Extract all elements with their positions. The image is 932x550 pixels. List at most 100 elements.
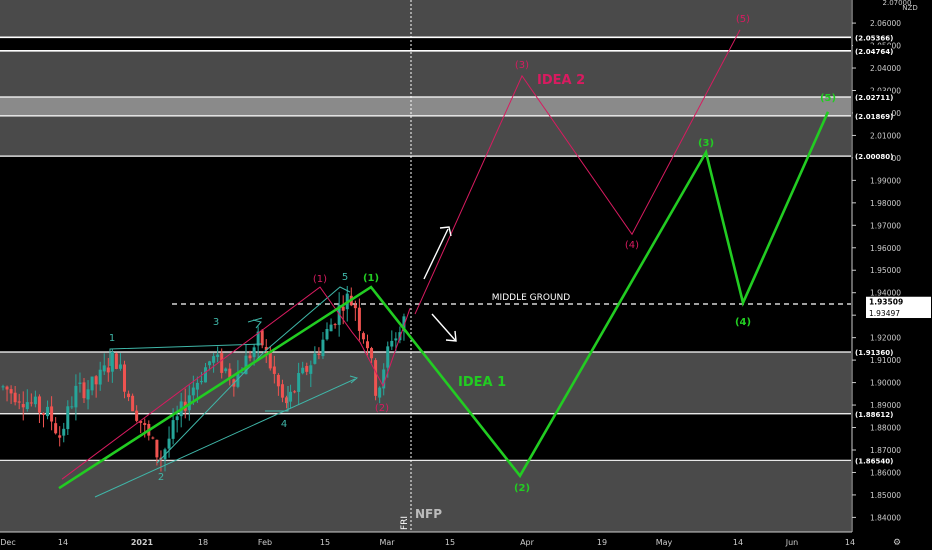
zone-lower-band bbox=[0, 352, 851, 414]
candle-body bbox=[50, 406, 54, 422]
candle-body bbox=[58, 435, 62, 438]
candle-body bbox=[54, 423, 58, 434]
level-label-box bbox=[853, 407, 891, 419]
candle-body bbox=[1, 386, 5, 388]
level-label: (1.88612) bbox=[855, 411, 893, 419]
x-tick-label: Dec bbox=[0, 538, 15, 547]
candle-body bbox=[252, 347, 256, 358]
candle-body bbox=[276, 374, 280, 387]
candle-body bbox=[220, 353, 224, 373]
minor-wave-path bbox=[156, 286, 351, 464]
candle-body bbox=[25, 402, 29, 410]
candle-body bbox=[191, 387, 195, 396]
candle-body bbox=[131, 395, 135, 412]
candle-body bbox=[13, 392, 17, 403]
current-price-value: 1.93509 bbox=[869, 298, 903, 307]
y-tick-label: 1.88000 bbox=[870, 424, 901, 433]
candle-body bbox=[224, 368, 228, 372]
candle-body bbox=[74, 385, 78, 408]
candle-body bbox=[175, 416, 179, 421]
candle-body bbox=[390, 340, 394, 347]
candle-body bbox=[337, 305, 341, 325]
event-day-label: FRI bbox=[400, 516, 410, 530]
x-tick-label: 14 bbox=[58, 538, 68, 547]
candlesticks bbox=[1, 285, 406, 472]
minor-channel-bottom bbox=[94, 378, 356, 498]
level-label: (2.05366) bbox=[855, 34, 893, 42]
candle-body bbox=[208, 361, 212, 366]
idea1-label: IDEA 1 bbox=[458, 375, 506, 390]
candle-body bbox=[357, 307, 361, 331]
minor-channel-top bbox=[109, 343, 263, 366]
idea2-wave-label: (3) bbox=[515, 60, 529, 71]
x-tick-label: 15 bbox=[320, 538, 330, 547]
minor-arrow-head-3 bbox=[252, 319, 262, 329]
candle-body bbox=[70, 406, 74, 408]
candle-body bbox=[301, 367, 305, 374]
annotations: MIDDLE GROUND 1 2 3 4 5 (1) (2) (3) (4) (5) IDEA 2 (… bbox=[58, 14, 836, 530]
candle-body bbox=[94, 376, 98, 385]
idea2-line bbox=[414, 29, 741, 315]
candle-body bbox=[90, 376, 94, 391]
candle-body bbox=[240, 372, 244, 374]
candle-body bbox=[102, 365, 106, 372]
candle-body bbox=[155, 439, 159, 458]
zone-light-band bbox=[0, 96, 851, 116]
y-tick-label: 1.86000 bbox=[870, 468, 901, 477]
level-label-box bbox=[853, 150, 891, 162]
price-zones bbox=[0, 0, 851, 532]
y-tick-label: 1.90000 bbox=[870, 379, 901, 388]
candle-body bbox=[123, 364, 126, 392]
candle-body bbox=[256, 331, 260, 346]
candle-body bbox=[285, 397, 288, 404]
candle-body bbox=[402, 316, 406, 331]
candle-body bbox=[199, 381, 203, 383]
time-axis[interactable]: Dec 14 2021 18 Feb 15 Mar 15 Apr 19 May 14 Jun 14 ⚙ bbox=[0, 531, 932, 550]
arrow-up-head-icon bbox=[439, 226, 452, 237]
minor-wave-label: 4 bbox=[281, 419, 287, 430]
minor-wave-label: 3 bbox=[213, 317, 219, 328]
candle-body bbox=[260, 330, 264, 346]
x-tick-label: 14 bbox=[733, 538, 743, 547]
y-tick-label: 2.06000 bbox=[870, 19, 901, 28]
candle-body bbox=[118, 364, 122, 369]
candle-body bbox=[244, 355, 248, 375]
candle-body bbox=[329, 324, 333, 332]
level-label: (1.86540) bbox=[855, 457, 893, 465]
level-label: (2.04764) bbox=[855, 48, 893, 56]
candle-body bbox=[82, 382, 86, 399]
candle-body bbox=[325, 328, 329, 340]
level-label-box bbox=[853, 109, 891, 121]
level-label: (2.00080) bbox=[855, 153, 893, 161]
candle-body bbox=[167, 438, 171, 449]
minor-arrow-head bbox=[349, 375, 359, 384]
candle-body bbox=[374, 360, 378, 396]
middle-ground-label: MIDDLE GROUND bbox=[492, 293, 570, 303]
event-name-label: NFP bbox=[415, 507, 442, 521]
idea1-line bbox=[58, 111, 830, 490]
prior-wave-label-1: (1) bbox=[313, 274, 327, 285]
top-price-label: 2.07000 bbox=[883, 0, 912, 7]
candle-body bbox=[317, 353, 321, 355]
zone-top bbox=[0, 0, 851, 38]
x-tick-label: 2021 bbox=[131, 538, 154, 547]
candle-body bbox=[272, 366, 276, 374]
idea2-wave-label: (5) bbox=[736, 14, 750, 25]
arrow-down-icon bbox=[431, 313, 456, 341]
prior-wave-line bbox=[61, 286, 411, 480]
candle-body bbox=[366, 341, 369, 349]
candle-body bbox=[382, 369, 386, 389]
x-tick-label: Apr bbox=[520, 538, 535, 547]
candle-body bbox=[268, 350, 272, 369]
candle-body bbox=[17, 401, 21, 403]
minor-wave-label: 2 bbox=[158, 472, 164, 483]
candle-body bbox=[386, 346, 390, 368]
candle-body bbox=[139, 420, 143, 423]
level-label-box bbox=[853, 31, 891, 43]
y-tick-label: 1.91000 bbox=[870, 356, 901, 365]
idea1-wave-label: (3) bbox=[698, 138, 714, 149]
candle-body bbox=[361, 333, 365, 340]
candle-body bbox=[289, 391, 293, 402]
